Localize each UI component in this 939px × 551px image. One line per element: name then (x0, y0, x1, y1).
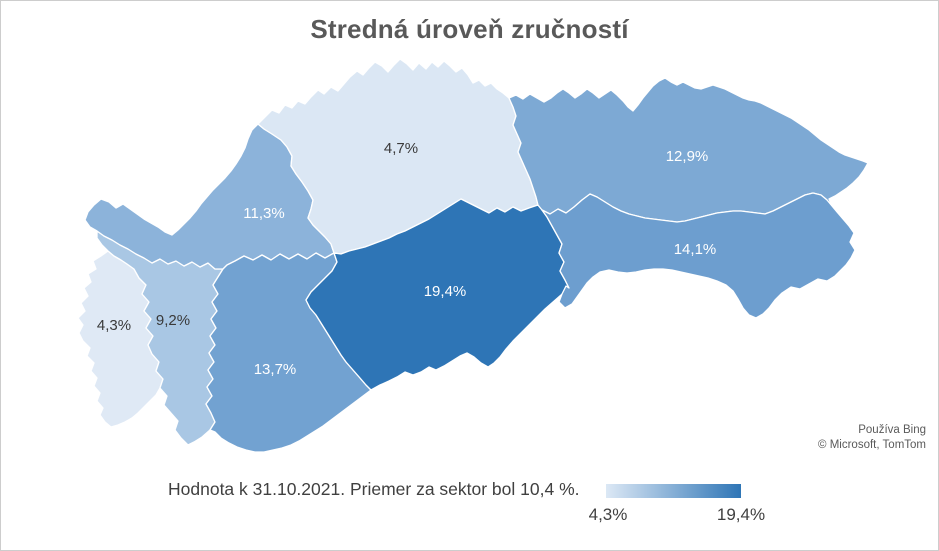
legend-max-label: 19,4% (716, 505, 766, 524)
bing-attribution: Používa Bing (858, 424, 926, 436)
region-kosice[interactable] (541, 192, 856, 319)
copyright-attribution: © Microsoft, TomTom (818, 439, 926, 451)
region-nitra[interactable] (205, 252, 372, 453)
map-caption: Hodnota k 31.10.2021. Priemer za sektor … (168, 479, 580, 499)
page-title: Stredná úroveň zručností (310, 14, 629, 44)
region-banska-bystrica[interactable] (305, 198, 570, 391)
legend-min-label: 4,3% (588, 505, 628, 524)
map-attribution: Používa Bing © Microsoft, TomTom (818, 423, 926, 453)
legend-gradient-bar (606, 484, 741, 498)
